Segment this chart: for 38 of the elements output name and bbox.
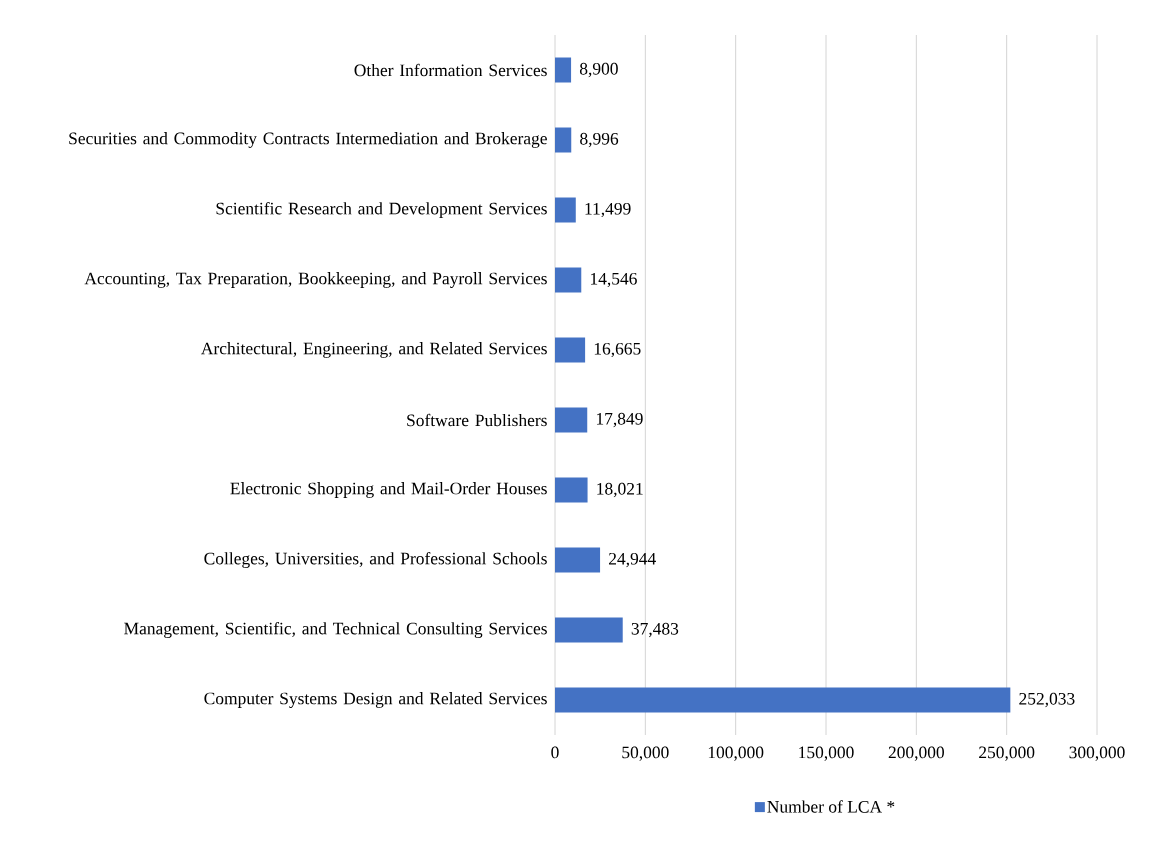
data-label: 11,499: [585, 202, 631, 218]
x-tick-label: 250,000: [979, 746, 1035, 761]
x-tick-label: 100,000: [708, 746, 764, 761]
bar: [555, 547, 601, 573]
data-label: 24,944: [609, 552, 656, 568]
data-label: 252,033: [1019, 692, 1075, 708]
bar: [555, 407, 588, 433]
bar: [555, 477, 588, 503]
y-tick-label: Scientific Research and Development Services: [216, 202, 547, 218]
data-label: 37,483: [631, 622, 679, 638]
y-tick-label: Other Information Services: [354, 63, 547, 77]
data-label: 17,849: [596, 412, 643, 428]
bar: [555, 337, 586, 363]
y-tick-label: Accounting, Tax Preparation, Bookkeeping, and Payroll Services: [84, 272, 547, 288]
data-label: 18,021: [597, 482, 643, 498]
y-tick-label: Securities and Commodity Contracts Intermediation and Brokerage: [69, 132, 547, 148]
data-label: 8,900: [579, 62, 618, 78]
y-tick-label: Software Publishers: [407, 413, 547, 427]
y-tick-label: Colleges, Universities, and Professional Schools: [204, 551, 547, 569]
bar: [555, 267, 582, 293]
x-tick-label: 50,000: [622, 746, 669, 761]
bar: [555, 617, 623, 643]
x-tick-label: 300,000: [1069, 746, 1125, 761]
bar: [555, 197, 576, 223]
data-label: 14,546: [591, 272, 637, 288]
y-tick-label: Electronic Shopping and Mail-Order Houses: [230, 482, 547, 498]
legend-label: Number of LCA *: [767, 800, 895, 813]
x-tick-label: 0: [551, 746, 559, 759]
data-label: 16,665: [594, 342, 641, 358]
data-label: 8,996: [580, 132, 619, 148]
bar: [555, 687, 1011, 713]
x-tick-label: 200,000: [888, 746, 944, 761]
bar: [555, 57, 572, 83]
y-tick-label: Architectural, Engineering, and Related Services: [201, 342, 547, 358]
bar: [555, 127, 572, 153]
y-tick-label: Computer Systems Design and Related Services: [204, 692, 547, 708]
y-tick-label: Management, Scientific, and Technical Consulting Services: [124, 621, 547, 639]
x-tick-label: 150,000: [799, 746, 854, 761]
